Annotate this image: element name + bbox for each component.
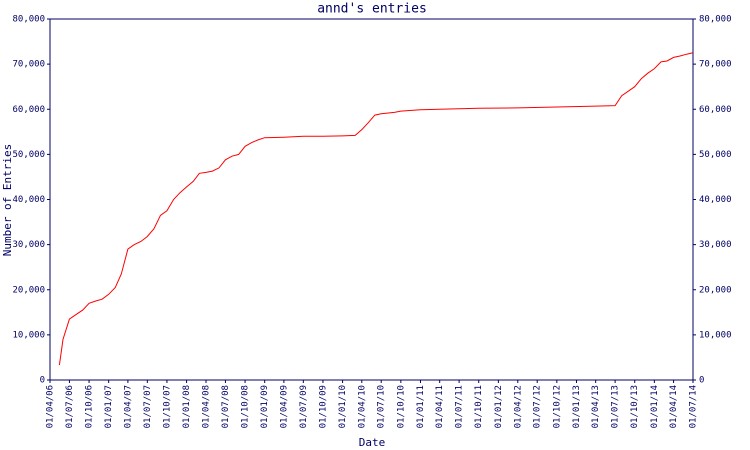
y-tick-label: 40,000 <box>12 195 45 205</box>
x-tick-label: 01/07/11 <box>455 385 465 428</box>
x-tick-label: 01/04/12 <box>513 385 523 428</box>
x-tick-label: 01/04/11 <box>435 385 445 428</box>
x-tick-label: 01/10/10 <box>396 385 406 428</box>
y2-tick-label: 70,000 <box>699 60 732 70</box>
x-axis-label: Date <box>359 436 386 449</box>
x-tick-label: 01/10/07 <box>162 385 172 428</box>
x-tick-label: 01/01/13 <box>572 385 582 428</box>
y-axis-label: Number of Entries <box>1 144 14 257</box>
x-tick-label: 01/01/11 <box>416 385 426 428</box>
x-tick-label: 01/04/07 <box>123 385 133 428</box>
y2-tick-label: 80,000 <box>699 15 732 25</box>
x-tick-label: 01/01/10 <box>338 385 348 428</box>
x-tick-label: 01/07/06 <box>65 385 75 428</box>
y-tick-label: 70,000 <box>12 60 45 70</box>
y2-tick-label: 50,000 <box>699 150 732 160</box>
y-tick-label: 60,000 <box>12 105 45 115</box>
x-tick-label: 01/10/06 <box>85 385 95 428</box>
y2-tick-label: 20,000 <box>699 285 732 295</box>
x-tick-label: 01/01/14 <box>650 385 660 428</box>
x-tick-label: 01/10/12 <box>552 385 562 428</box>
x-tick-label: 01/07/09 <box>299 385 309 428</box>
y2-tick-label: 60,000 <box>699 105 732 115</box>
x-tick-label: 01/04/09 <box>279 385 289 428</box>
y-tick-label: 0 <box>40 376 45 386</box>
x-tick-label: 01/10/09 <box>318 385 328 428</box>
y-tick-label: 30,000 <box>12 240 45 250</box>
y-tick-label: 50,000 <box>12 150 45 160</box>
x-tick-label: 01/01/12 <box>494 385 504 428</box>
x-tick-label: 01/10/13 <box>630 385 640 428</box>
y-tick-label: 20,000 <box>12 285 45 295</box>
x-tick-label: 01/01/07 <box>104 385 114 428</box>
chart-title: annd's entries <box>317 2 427 17</box>
x-tick-label: 01/07/13 <box>611 385 621 428</box>
x-tick-label: 01/07/12 <box>533 385 543 428</box>
y-tick-label: 80,000 <box>12 15 45 25</box>
x-tick-label: 01/07/14 <box>689 385 699 428</box>
x-tick-label: 01/04/06 <box>46 385 56 428</box>
x-tick-label: 01/07/10 <box>377 385 387 428</box>
x-tick-label: 01/04/13 <box>591 385 601 428</box>
x-tick-label: 01/01/09 <box>260 385 270 428</box>
x-tick-label: 01/07/07 <box>143 385 153 428</box>
x-tick-label: 01/07/08 <box>221 385 231 428</box>
x-tick-label: 01/10/11 <box>474 385 484 428</box>
y-tick-label: 10,000 <box>12 330 45 340</box>
y2-tick-label: 10,000 <box>699 330 732 340</box>
x-tick-label: 01/10/08 <box>241 385 251 428</box>
x-tick-label: 01/04/10 <box>357 385 367 428</box>
y2-tick-label: 40,000 <box>699 195 732 205</box>
x-tick-label: 01/04/14 <box>669 385 679 428</box>
line-series <box>58 52 694 366</box>
y2-tick-label: 30,000 <box>699 240 732 250</box>
x-tick-label: 01/04/08 <box>202 385 212 428</box>
x-tick-label: 01/01/08 <box>182 385 192 428</box>
y2-tick-label: 0 <box>699 376 704 386</box>
